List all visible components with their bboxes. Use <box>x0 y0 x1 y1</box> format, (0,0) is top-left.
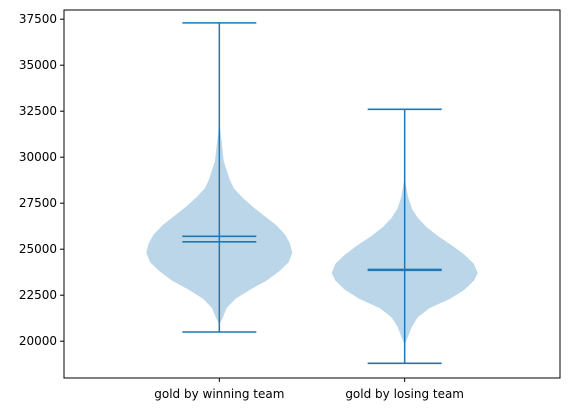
x-tick-label: gold by winning team <box>154 387 284 401</box>
y-tick-label: 37500 <box>19 12 57 26</box>
y-tick-label: 30000 <box>19 150 57 164</box>
violin-stat-lines <box>182 22 442 365</box>
y-tick-label: 27500 <box>19 196 57 210</box>
y-tick-label: 32500 <box>19 104 57 118</box>
y-axis: 20000 22500 25000 27500 30000 32500 35000 37500 <box>19 12 64 348</box>
plot-frame <box>63 9 561 379</box>
x-tick-label: gold by losing team <box>345 387 464 401</box>
violin-bodies <box>146 120 478 345</box>
y-tick-label: 35000 <box>19 58 57 72</box>
y-tick-label: 25000 <box>19 242 57 256</box>
x-axis: gold by winning team gold by losing team <box>154 378 464 401</box>
y-tick-label: 22500 <box>19 288 57 302</box>
y-tick-label: 20000 <box>19 334 57 348</box>
